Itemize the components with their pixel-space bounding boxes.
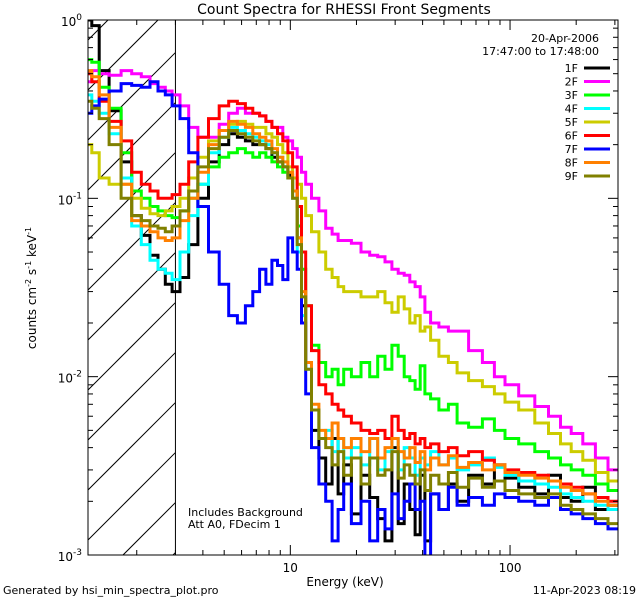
series-6f-line (88, 72, 618, 503)
date-label: 20-Apr-2006 (531, 32, 599, 45)
x-tick-label-0: 10 (283, 561, 298, 575)
series-2f-line (88, 69, 618, 472)
y-tick-exponent: -2 (73, 370, 82, 380)
footer-timestamp: 11-Apr-2023 08:19 (533, 584, 636, 597)
hatch-line-10 (87, 452, 176, 541)
y-axis-label-main: counts cm (25, 287, 39, 349)
y-tick-label-2: 10-2 (58, 370, 82, 386)
legend-label-1f: 1F (565, 62, 578, 75)
series-7f-line (88, 80, 618, 555)
legend-label-5f: 5F (565, 116, 578, 129)
plot-frame (87, 19, 619, 556)
y-axis-label-exp2: -1 (24, 261, 33, 269)
hatch-line-2 (87, 52, 176, 141)
x-axis-label: Energy (keV) (306, 575, 383, 589)
y-axis-label: counts cm-2 s-1 keV-1 (24, 227, 39, 349)
y-axis-label-unit: keV (25, 234, 39, 261)
hatch-line-9 (87, 402, 176, 491)
y-tick-exponent: -3 (73, 548, 82, 558)
y-axis-label-exp1: -2 (24, 279, 33, 287)
legend-label-3f: 3F (565, 89, 578, 102)
hatch-line-7 (87, 302, 176, 391)
legend-label-7f: 7F (565, 143, 578, 156)
x-tick-label-1: 100 (499, 561, 522, 575)
y-tick-label-3: 10-3 (58, 548, 82, 564)
series-9f-line (88, 99, 618, 526)
hatch-line-8 (87, 352, 176, 441)
series-layer (88, 20, 618, 555)
hatch-line-5 (87, 202, 176, 291)
series-8f-line (88, 69, 618, 507)
legend-label-2f: 2F (565, 76, 578, 89)
hatch-line-6 (87, 252, 176, 341)
time-range-label: 17:47:00 to 17:48:00 (482, 45, 599, 58)
chart-title: Count Spectra for RHESSI Front Segments (197, 2, 491, 18)
y-tick-exponent: 0 (76, 13, 82, 23)
y-tick-base: 10 (58, 372, 73, 386)
legend-label-8f: 8F (565, 157, 578, 170)
legend-label-4f: 4F (565, 103, 578, 116)
y-tick-base: 10 (58, 193, 73, 207)
y-tick-base: 10 (58, 550, 73, 564)
y-tick-label-1: 10-1 (58, 191, 82, 207)
footer-generated-by: Generated by hsi_min_spectra_plot.pro (3, 584, 219, 597)
attenuator-note: Att A0, FDecim 1 (188, 518, 281, 531)
y-tick-exponent: -1 (73, 191, 82, 201)
hatch-line-11 (122, 502, 176, 556)
series-5f-line (88, 119, 618, 483)
y-axis-label-exp3: -1 (24, 227, 33, 235)
series-3f-line (88, 58, 618, 492)
background-note: Includes Background (188, 506, 303, 519)
series-4f-line (88, 93, 618, 511)
y-axis-label-mid: s (25, 269, 39, 279)
legend-label-6f: 6F (565, 130, 578, 143)
y-tick-label-0: 100 (61, 13, 82, 29)
legend-label-9f: 9F (565, 170, 578, 183)
y-tick-base: 10 (61, 15, 76, 29)
series-1f-line (88, 20, 618, 543)
